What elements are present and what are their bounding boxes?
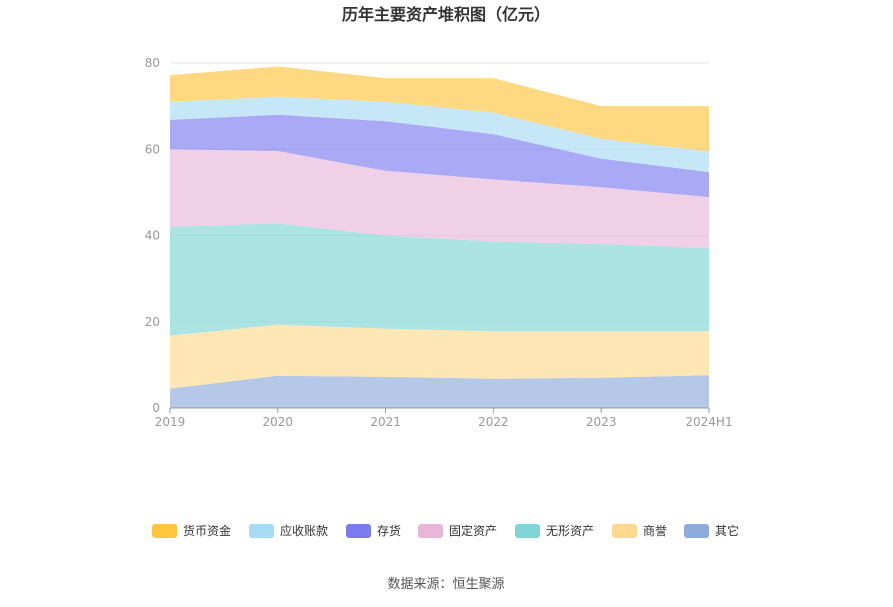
- area-series-6: [170, 66, 709, 152]
- legend-item[interactable]: 商誉: [612, 523, 667, 538]
- legend-item[interactable]: 其它: [684, 523, 739, 538]
- legend-label: 商誉: [643, 523, 667, 538]
- area-series-0: [170, 375, 709, 408]
- legend-item[interactable]: 存货: [346, 523, 401, 538]
- x-tick-label: 2022: [478, 415, 509, 429]
- legend-item[interactable]: 无形资产: [515, 524, 594, 538]
- legend-swatch: [612, 524, 637, 538]
- y-tick-label: 80: [145, 56, 160, 70]
- legend-label: 应收账款: [280, 523, 328, 538]
- x-axis: 2019 2020 2021 2022 2023 2024H1: [155, 407, 733, 429]
- legend-swatch: [684, 524, 709, 538]
- area-series-3: [170, 149, 709, 248]
- x-tick-label: 2023: [586, 415, 617, 429]
- legend: 货币资金 应收账款 存货 固定资产 无形资产 商誉 其它: [152, 523, 739, 538]
- legend-swatch: [515, 524, 540, 538]
- legend-swatch: [418, 524, 443, 538]
- area-series-group: [170, 66, 709, 408]
- legend-swatch: [346, 524, 371, 538]
- x-tick-label: 2021: [370, 415, 401, 429]
- area-series-1: [170, 324, 709, 389]
- y-tick-label: 20: [145, 315, 160, 329]
- y-tick-label: 40: [145, 229, 160, 243]
- legend-label: 存货: [377, 523, 401, 538]
- chart-title: 历年主要资产堆积图（亿元）: [342, 5, 550, 24]
- data-source: 数据来源：恒生聚源: [387, 577, 504, 592]
- legend-item[interactable]: 应收账款: [249, 523, 328, 538]
- area-series-2: [170, 223, 709, 336]
- legend-label: 固定资产: [449, 523, 497, 538]
- area-series-4: [170, 114, 709, 198]
- legend-label: 其它: [715, 523, 739, 538]
- x-tick-label: 2020: [263, 415, 294, 429]
- area-series-5: [170, 96, 709, 173]
- legend-label: 货币资金: [183, 523, 231, 538]
- x-tick-label: 2019: [155, 415, 186, 429]
- legend-item[interactable]: 固定资产: [418, 523, 497, 538]
- x-tick-label: 2024H1: [685, 415, 732, 429]
- y-tick-label: 60: [145, 142, 160, 156]
- legend-swatch: [152, 524, 177, 538]
- y-axis: 0 20 40 60 80: [145, 56, 160, 415]
- legend-item[interactable]: 货币资金: [152, 523, 231, 538]
- legend-label: 无形资产: [546, 524, 594, 538]
- legend-swatch: [249, 524, 274, 538]
- y-tick-label: 0: [152, 401, 160, 415]
